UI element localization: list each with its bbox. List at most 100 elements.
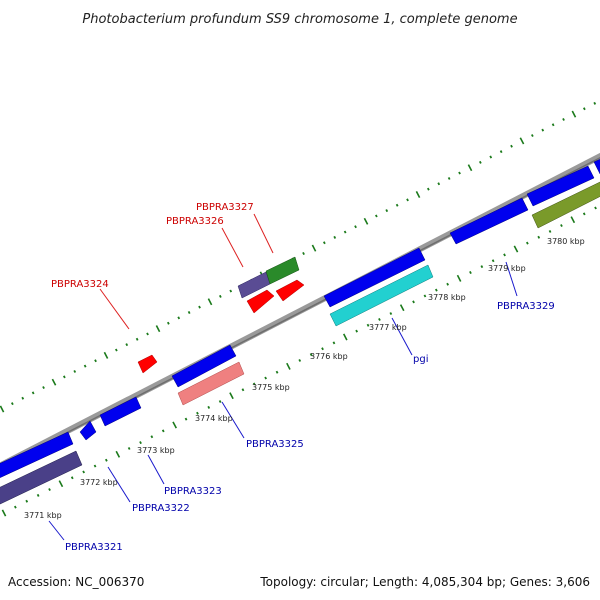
- gene-feature-pbpra3326[interactable]: [246, 289, 275, 314]
- map-title: Photobacterium profundum SS9 chromosome …: [82, 12, 517, 27]
- minor-tick: [531, 134, 534, 138]
- minor-tick: [125, 343, 129, 347]
- minor-tick: [551, 123, 555, 127]
- gene-label-pbpra3325[interactable]: PBPRA3325: [246, 439, 304, 450]
- minor-tick: [252, 382, 256, 386]
- minor-tick: [31, 391, 35, 395]
- minor-tick: [21, 396, 25, 400]
- minor-tick: [489, 155, 493, 159]
- major-tick: [172, 421, 178, 429]
- minor-tick: [42, 386, 45, 390]
- minor-tick: [70, 476, 74, 480]
- minor-tick: [321, 347, 324, 351]
- minor-tick: [196, 411, 199, 415]
- minor-tick: [298, 358, 302, 362]
- kbp-label: 3775 kbp: [252, 383, 290, 392]
- kbp-label: 3773 kbp: [137, 446, 175, 455]
- minor-tick: [11, 402, 14, 406]
- minor-tick: [332, 341, 336, 345]
- major-tick: [0, 405, 5, 413]
- minor-tick: [83, 364, 87, 368]
- major-tick: [571, 110, 577, 118]
- major-tick: [342, 333, 348, 341]
- kbp-label: 3778 kbp: [428, 293, 466, 302]
- minor-tick: [14, 505, 17, 509]
- gene-labels: PBPRA3321 PBPRA3322 PBPRA3323 PBPRA3324 …: [51, 202, 555, 553]
- gene-feature-next-1[interactable]: [526, 165, 595, 207]
- kbp-label: 3779 kbp: [488, 264, 526, 273]
- major-tick: [1, 509, 7, 517]
- minor-tick: [594, 206, 597, 210]
- kbp-label: 3774 kbp: [195, 414, 233, 423]
- gene-label-pgi[interactable]: pgi: [413, 354, 428, 365]
- major-tick: [467, 164, 473, 172]
- minor-tick: [366, 323, 370, 327]
- gene-label-pbpra3321[interactable]: PBPRA3321: [65, 542, 123, 553]
- minor-tick: [582, 212, 586, 216]
- outer-tick-row: [0, 101, 597, 413]
- major-tick: [229, 392, 234, 400]
- gene-feature-next-2[interactable]: [593, 157, 600, 175]
- kbp-label: 3772 kbp: [80, 478, 118, 487]
- minor-tick: [104, 458, 108, 462]
- gene-box-pbpra3329-next[interactable]: [531, 181, 600, 229]
- minor-tick: [218, 400, 222, 404]
- kbp-label: 3780 kbp: [547, 237, 585, 246]
- minor-tick: [25, 499, 29, 503]
- minor-tick: [548, 229, 552, 233]
- genome-summary-text: Topology: circular; Length: 4,085,304 bp…: [259, 575, 590, 589]
- gene-label-pbpra3326[interactable]: PBPRA3326: [166, 216, 224, 227]
- minor-tick: [354, 225, 357, 229]
- minor-tick: [218, 294, 222, 298]
- minor-tick: [139, 441, 142, 445]
- major-tick: [363, 217, 369, 225]
- gene-box-pbpra3325[interactable]: [177, 361, 245, 406]
- minor-tick: [198, 305, 201, 309]
- gene-label-pbpra3323[interactable]: PBPRA3323: [164, 486, 222, 497]
- major-tick: [513, 245, 519, 253]
- minor-tick: [275, 370, 279, 374]
- major-tick: [286, 362, 291, 370]
- gene-label-pbpra3329[interactable]: PBPRA3329: [497, 301, 555, 312]
- gene-label-pbpra3327[interactable]: PBPRA3327: [196, 202, 254, 213]
- gene-feature-pbpra3323[interactable]: [99, 396, 142, 427]
- major-tick: [207, 298, 213, 306]
- minor-tick: [355, 329, 358, 333]
- gene-feature-pbpra3322[interactable]: [79, 420, 97, 441]
- gene-label-pbpra3324[interactable]: PBPRA3324: [51, 279, 109, 290]
- minor-tick: [36, 493, 40, 497]
- gene-feature-pbpra3327-cds[interactable]: [275, 279, 305, 302]
- gene-feature-pgi[interactable]: [323, 247, 426, 308]
- minor-tick: [389, 312, 393, 316]
- minor-tick: [427, 187, 430, 191]
- major-tick: [103, 351, 109, 359]
- kbp-label: 3771 kbp: [24, 511, 62, 520]
- minor-tick: [480, 265, 484, 269]
- minor-tick: [491, 259, 495, 263]
- gene-label-pbpra3322[interactable]: PBPRA3322: [132, 503, 190, 514]
- major-tick: [311, 244, 317, 252]
- minor-tick: [562, 117, 565, 121]
- minor-tick: [479, 160, 482, 164]
- major-tick: [456, 274, 462, 282]
- minor-tick: [375, 214, 378, 218]
- gene-box-pbpra3321[interactable]: [0, 450, 83, 506]
- minor-tick: [150, 435, 154, 439]
- minor-tick: [378, 317, 381, 321]
- leader-lines: [48, 213, 518, 541]
- major-tick: [519, 137, 525, 145]
- minor-tick: [264, 376, 267, 380]
- minor-tick: [469, 270, 472, 275]
- gene-feature-pbpra3321[interactable]: [0, 431, 74, 480]
- gene-feature-pbpra3327-gene[interactable]: [265, 256, 300, 285]
- minor-tick: [434, 288, 438, 292]
- minor-tick: [115, 348, 118, 352]
- major-tick: [58, 480, 64, 488]
- minor-tick: [82, 470, 85, 474]
- minor-tick: [423, 294, 427, 298]
- gene-feature-pbpra3325[interactable]: [171, 344, 237, 388]
- gene-box-pgi[interactable]: [329, 264, 434, 327]
- gene-feature-pbpra3324[interactable]: [137, 354, 158, 374]
- gene-feature-pbpra3329[interactable]: [449, 197, 529, 245]
